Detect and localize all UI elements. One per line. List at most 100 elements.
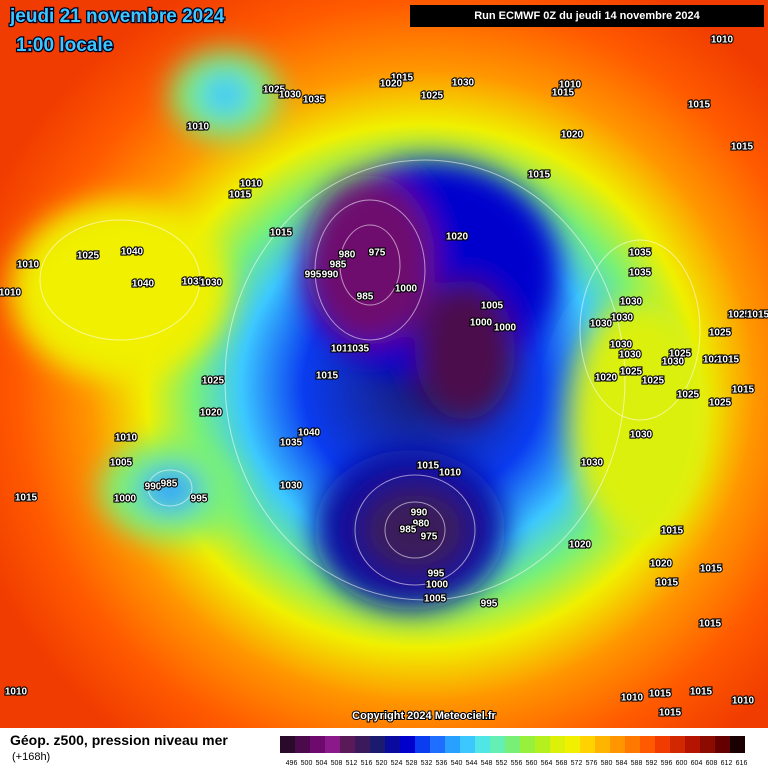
legend-label: 596 <box>661 760 673 767</box>
footer-title: Géop. z500, pression niveau mer <box>10 732 228 748</box>
run-box <box>410 5 764 27</box>
pressure-label: 1015 <box>661 526 684 537</box>
copyright: Copyright 2024 Meteociel.fr <box>352 710 496 722</box>
legend-label: 504 <box>316 760 328 767</box>
legend-label: 528 <box>406 760 418 767</box>
legend-swatch <box>685 736 700 753</box>
legend-swatch <box>310 736 325 753</box>
pressure-label: 1020 <box>561 130 584 141</box>
pressure-label: 1010 <box>5 687 28 698</box>
pressure-label: 1020 <box>380 79 403 90</box>
pressure-label: 1020 <box>703 355 726 366</box>
pressure-label: 1010 <box>17 260 40 271</box>
legend-label: 600 <box>676 760 688 767</box>
pressure-label: 1015 <box>747 310 768 321</box>
pressure-label: 1010 <box>187 122 210 133</box>
legend-label: 524 <box>391 760 403 767</box>
legend-swatch <box>430 736 445 753</box>
pressure-label: 1030 <box>611 313 634 324</box>
pressure-label: 1000 <box>395 284 418 295</box>
legend-label: 540 <box>451 760 463 767</box>
pressure-label: 985 <box>357 292 374 303</box>
pressure-label: 1035 <box>629 248 652 259</box>
legend-label: 612 <box>721 760 733 767</box>
pressure-label: 1025 <box>709 398 732 409</box>
pressure-label: 1030 <box>452 78 475 89</box>
pressure-label: 1015 <box>229 190 252 201</box>
legend-swatch <box>355 736 370 753</box>
pressure-label: 1020 <box>595 373 618 384</box>
legend-label: 536 <box>436 760 448 767</box>
pressure-label: 1025 <box>620 367 643 378</box>
pressure-label: 995 <box>191 494 208 505</box>
pressure-label: 1010 <box>439 468 462 479</box>
pressure-label: 1010 <box>115 433 138 444</box>
pressure-label: 1035 <box>629 268 652 279</box>
pressure-label: 1015 <box>731 142 754 153</box>
pressure-label: 1015 <box>552 88 575 99</box>
pressure-label: 990 <box>145 482 162 493</box>
pressure-label: 1030 <box>581 458 604 469</box>
pressure-label: 1025 <box>677 390 700 401</box>
pressure-label: 1010 <box>732 696 755 707</box>
pressure-label: 1015 <box>15 493 38 504</box>
legend-swatch <box>415 736 430 753</box>
legend-label: 512 <box>346 760 358 767</box>
pressure-label: 985 <box>330 260 347 271</box>
legend-label: 580 <box>601 760 613 767</box>
legend-label: 576 <box>586 760 598 767</box>
legend-label: 592 <box>646 760 658 767</box>
pressure-label: 1035 <box>182 277 205 288</box>
pressure-label: 1030 <box>590 319 613 330</box>
legend-swatch <box>460 736 475 753</box>
pressure-label: 1005 <box>110 458 133 469</box>
legend-swatch <box>370 736 385 753</box>
pressure-label: 1015 <box>528 170 551 181</box>
pressure-label: 1010 <box>621 693 644 704</box>
pressure-label: 985 <box>161 479 178 490</box>
legend-swatch <box>535 736 550 753</box>
legend-swatch <box>340 736 355 753</box>
legend-label: 508 <box>331 760 343 767</box>
legend-label: 584 <box>616 760 628 767</box>
legend-label: 588 <box>631 760 643 767</box>
pressure-label: 1010 <box>711 35 734 46</box>
pressure-label: 1030 <box>279 90 302 101</box>
pressure-label: 1025 <box>421 91 444 102</box>
pressure-label: 995 <box>481 599 498 610</box>
pressure-label: 990 <box>411 508 428 519</box>
legend-swatch <box>400 736 415 753</box>
pressure-label: 1025 <box>728 310 751 321</box>
legend-swatch <box>550 736 565 753</box>
legend-swatch <box>505 736 520 753</box>
legend-label: 532 <box>421 760 433 767</box>
pressure-label: 1020 <box>446 232 469 243</box>
pressure-label: 1010 <box>559 80 582 91</box>
pressure-label: 1030 <box>200 278 223 289</box>
pressure-label: 1015 <box>417 461 440 472</box>
pressure-label: 995 <box>305 270 322 281</box>
pressure-label: 1030 <box>662 357 685 368</box>
legend-label: 500 <box>301 760 313 767</box>
legend-swatch <box>715 736 730 753</box>
pressure-label: 1035 <box>347 344 370 355</box>
legend-label: 560 <box>526 760 538 767</box>
pressure-label: 1020 <box>200 408 223 419</box>
legend-label: 572 <box>571 760 583 767</box>
pressure-label: 1000 <box>426 580 449 591</box>
legend-label: 520 <box>376 760 388 767</box>
local-time: 1:00 locale <box>16 35 113 56</box>
footer-lead: (+168h) <box>12 751 50 763</box>
pressure-label: 1025 <box>77 251 100 262</box>
legend-swatch <box>700 736 715 753</box>
legend-label: 496 <box>286 760 298 767</box>
pressure-label: 1030 <box>280 481 303 492</box>
legend-swatch <box>640 736 655 753</box>
pressure-label: 1015 <box>732 385 755 396</box>
pressure-label: 1000 <box>470 318 493 329</box>
legend-swatch <box>730 736 745 753</box>
pressure-label: 1015 <box>659 708 682 719</box>
legend-label: 604 <box>691 760 703 767</box>
pressure-label: 1015 <box>391 73 414 84</box>
